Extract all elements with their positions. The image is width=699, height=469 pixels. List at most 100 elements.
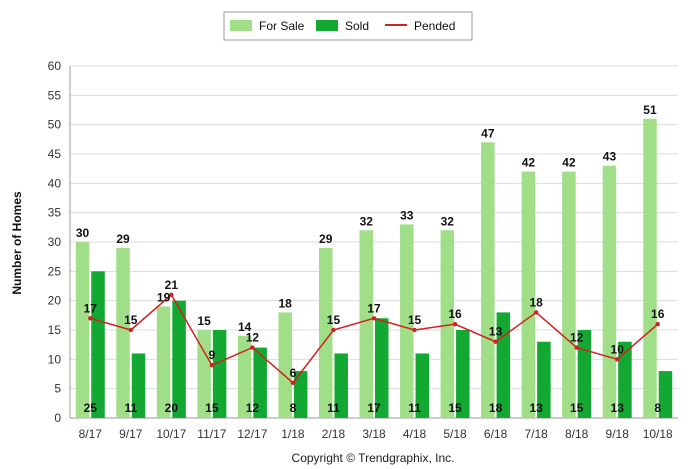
pended-point <box>209 363 215 368</box>
y-tick-label: 20 <box>48 294 62 308</box>
label-pended: 15 <box>124 313 138 327</box>
label-sold: 8 <box>654 401 661 415</box>
x-tick-label: 10/18 <box>643 427 673 441</box>
label-for-sale: 42 <box>562 156 576 170</box>
y-tick-label: 60 <box>48 59 62 73</box>
bar-for-sale <box>197 330 211 418</box>
bar-sold <box>91 271 105 418</box>
x-tick-label: 2/18 <box>322 427 346 441</box>
x-tick-label: 3/18 <box>362 427 386 441</box>
legend-label-pended: Pended <box>414 19 455 33</box>
y-tick-label: 25 <box>48 264 62 278</box>
label-for-sale: 29 <box>116 232 130 246</box>
y-axis-title: Number of Homes <box>10 191 24 295</box>
label-pended: 9 <box>209 348 216 362</box>
label-sold: 11 <box>408 401 421 415</box>
pended-point <box>615 357 620 362</box>
label-for-sale: 32 <box>360 214 374 228</box>
bar-sold <box>253 347 267 418</box>
label-sold: 12 <box>246 401 260 415</box>
legend-swatch-for-sale <box>230 20 252 31</box>
y-tick-label: 45 <box>48 147 62 161</box>
y-tick-label: 30 <box>48 235 62 249</box>
data-labels: 3025291119201515141218829113217331132154… <box>76 103 665 415</box>
x-tick-label: 7/18 <box>524 427 548 441</box>
label-sold: 25 <box>84 401 98 415</box>
pended-point <box>371 316 377 321</box>
label-for-sale: 33 <box>400 208 414 222</box>
y-tick-label: 0 <box>54 411 61 425</box>
y-tick-label: 5 <box>54 382 61 396</box>
bar-sold <box>658 371 673 418</box>
x-tick-label: 5/18 <box>443 427 467 441</box>
label-pended: 17 <box>367 301 381 315</box>
bar-for-sale <box>602 165 617 418</box>
x-tick-label: 4/18 <box>403 427 427 441</box>
y-tick-label: 15 <box>48 323 62 337</box>
bar-sold <box>293 371 308 418</box>
label-sold: 20 <box>165 401 179 415</box>
y-tick-label: 10 <box>48 352 62 366</box>
label-for-sale: 18 <box>279 296 293 310</box>
label-sold: 18 <box>489 401 503 415</box>
legend: For Sale Sold Pended <box>223 11 473 41</box>
pended-point <box>655 321 660 327</box>
x-tick-label: 8/17 <box>79 427 103 441</box>
bar-sold <box>577 330 592 418</box>
pended-point <box>574 345 579 350</box>
bar-sold <box>618 341 632 418</box>
label-pended: 13 <box>489 325 503 339</box>
bar-sold <box>456 330 470 418</box>
label-pended: 15 <box>408 313 422 327</box>
label-pended: 15 <box>327 313 341 327</box>
x-tick-label: 9/18 <box>606 427 630 441</box>
bar-sold <box>334 353 348 418</box>
label-pended: 10 <box>611 342 625 356</box>
bar-for-sale <box>400 224 414 418</box>
pended-line <box>88 292 660 385</box>
x-tick-label: 6/18 <box>484 427 508 441</box>
label-pended: 16 <box>448 307 462 321</box>
x-tick-label: 8/18 <box>565 427 589 441</box>
label-for-sale: 29 <box>319 232 333 246</box>
bar-for-sale <box>318 247 333 418</box>
label-for-sale: 43 <box>603 150 617 164</box>
y-tick-label: 40 <box>48 176 62 190</box>
bar-for-sale <box>75 242 90 418</box>
bar-sold <box>415 353 430 418</box>
label-sold: 17 <box>367 401 381 415</box>
legend-swatch-sold <box>316 20 338 31</box>
legend-box <box>223 11 473 41</box>
label-pended: 6 <box>290 366 297 380</box>
pended-point <box>250 345 255 350</box>
y-tick-label: 35 <box>48 206 62 220</box>
label-pended: 17 <box>84 301 98 315</box>
label-sold: 15 <box>448 401 462 415</box>
pended-point <box>290 380 296 385</box>
label-for-sale: 32 <box>441 214 455 228</box>
x-tick-label: 1/18 <box>281 427 305 441</box>
y-tick-label: 50 <box>48 118 62 132</box>
legend-label-sold: Sold <box>345 19 369 33</box>
bar-for-sale <box>278 312 292 418</box>
bar-for-sale <box>359 230 373 418</box>
pended-point <box>88 316 93 321</box>
label-for-sale: 51 <box>643 103 657 117</box>
label-sold: 8 <box>290 401 297 415</box>
label-sold: 13 <box>611 401 625 415</box>
pended-point <box>169 292 174 297</box>
bar-for-sale <box>562 171 576 418</box>
x-tick-label: 11/17 <box>197 427 226 441</box>
label-pended: 12 <box>246 331 260 345</box>
bar-for-sale <box>440 230 455 418</box>
pended-point <box>452 321 458 327</box>
label-sold: 11 <box>327 401 340 415</box>
bar-for-sale <box>156 306 171 418</box>
label-for-sale: 30 <box>76 226 90 240</box>
y-tick-label: 55 <box>48 88 62 102</box>
label-pended: 21 <box>165 278 179 292</box>
label-for-sale: 42 <box>522 156 536 170</box>
pended-point <box>412 327 417 333</box>
bar-sold <box>131 353 146 418</box>
y-axis-ticks: 0 5 10 15 20 25 30 35 40 45 50 55 60 <box>48 59 62 425</box>
